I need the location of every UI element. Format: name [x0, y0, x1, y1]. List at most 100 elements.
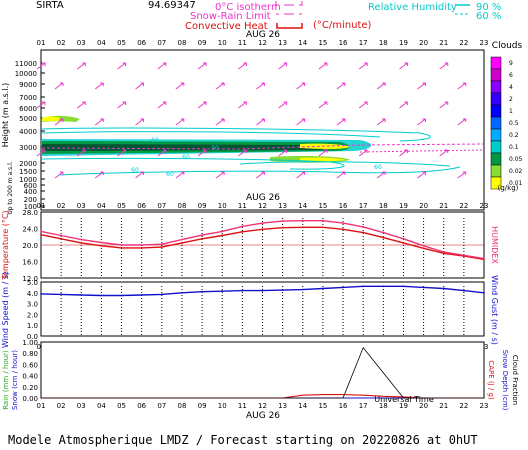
bottom-hour-label-11: 11: [238, 402, 247, 410]
temp-point: [100, 241, 103, 244]
wind-barb: [336, 82, 346, 90]
temperature-axis-label: Temperature (°C): [1, 210, 10, 280]
top-hour-label-02: 02: [57, 39, 66, 47]
wind-barb: [54, 171, 64, 179]
wind-barb: [318, 62, 328, 70]
precip-tick-0.80: 0.80: [22, 350, 38, 358]
colorbar-swatch: [490, 140, 502, 154]
wind-barb: [36, 149, 46, 157]
rh-contour-5: [239, 161, 451, 167]
wind-barb: [256, 118, 265, 126]
temp-point: [201, 237, 203, 240]
temp-point: [120, 244, 123, 246]
precip-tick-0.60: 0.60: [22, 361, 38, 369]
wind-barb: [336, 171, 346, 179]
temp-point: [342, 228, 344, 231]
wind-point: [60, 293, 63, 296]
temp-point: [80, 238, 83, 241]
temp-point: [181, 238, 183, 241]
temp-point: [140, 244, 143, 246]
temp-hour-label-22: 22: [459, 202, 468, 210]
temp-tick-20.0: 20.0: [22, 242, 38, 250]
legend-rh60: 60 %: [476, 11, 501, 22]
bottom-hour-label-20: 20: [419, 402, 428, 410]
wind-point: [100, 294, 103, 297]
top-hour-label-14: 14: [298, 39, 307, 47]
bottom-hour-label-03: 03: [77, 402, 86, 410]
wind-point: [483, 291, 485, 294]
cloud-patch-high-core: [42, 116, 60, 121]
bottom-hour-label-10: 10: [218, 402, 227, 410]
wind-barb: [54, 118, 64, 126]
wind-barb: [197, 62, 207, 70]
temp-tick-28.0: 28.0: [22, 209, 38, 217]
top-hour-label-12: 12: [258, 39, 267, 47]
wind-barb: [157, 101, 167, 109]
wind-point: [201, 290, 203, 293]
bottom-hour-label-15: 15: [318, 402, 327, 410]
cape-axis-label: CAPE (J / g): [487, 360, 495, 400]
bottom-hour-label-17: 17: [359, 402, 368, 410]
wind-barb: [157, 62, 167, 70]
colorbar-level-2: 2: [509, 96, 513, 103]
colorbar-level-0.1: 0.1: [509, 144, 519, 151]
wind-tick-1.0: 1.0: [27, 322, 38, 330]
temp-point: [382, 236, 385, 239]
rh-contour-label: 60: [151, 137, 159, 144]
wind-barb: [135, 118, 145, 126]
temp-point: [261, 222, 264, 225]
bottom-hour-label-06: 06: [137, 402, 146, 410]
wind-barb: [36, 62, 46, 70]
temp-hour-label-18: 18: [379, 202, 388, 210]
bottom-hour-label-16: 16: [339, 402, 348, 410]
height-tick-9000: 9000: [19, 81, 37, 89]
temp-point: [422, 247, 425, 250]
cloud-fraction-line: [41, 346, 484, 399]
temp-point: [402, 237, 405, 240]
height-tick-7000: 7000: [19, 94, 37, 102]
wind-barb: [54, 82, 64, 90]
wind-barb: [457, 171, 467, 179]
colorbar-unit: (g/kg): [498, 184, 519, 192]
temp-hour-label-14: 14: [298, 202, 307, 210]
top-hour-label-23: 23: [480, 39, 489, 47]
wind-barb: [135, 171, 145, 179]
bottom-hour-label-08: 08: [177, 402, 186, 410]
wind-barb: [117, 62, 127, 70]
wind-barb: [439, 101, 449, 109]
top-hour-label-15: 15: [318, 39, 327, 47]
wind-barb: [457, 118, 467, 126]
wind-barb: [94, 118, 104, 126]
temp-hour-label-11: 11: [238, 202, 247, 210]
height-tick-3000: 3000: [19, 144, 37, 152]
wind-barb: [215, 82, 225, 90]
height-tick-600: 600: [24, 182, 37, 190]
legend-isotherm-label: 0°C isotherm: [215, 2, 281, 13]
colorbar-swatch: [490, 104, 502, 118]
snowdepth-axis-label: Snow Depth (cm): [501, 350, 509, 411]
temp-point: [442, 251, 445, 253]
colorbar-swatch: [490, 152, 502, 166]
wind-barb: [439, 62, 449, 70]
wind-tick-2.0: 2.0: [27, 311, 38, 319]
wind-barb: [336, 118, 346, 126]
precip-panel-frame: [40, 341, 485, 399]
wind-barb: [175, 171, 185, 179]
wind-barb: [36, 101, 46, 109]
colorbar-level-9: 9: [509, 60, 513, 67]
height-tick-2000: 2000: [19, 160, 37, 168]
temp-hour-label-21: 21: [439, 202, 448, 210]
wind-barb: [157, 149, 167, 157]
wind-tick-3.0: 3.0: [27, 301, 38, 309]
wind-barb: [238, 62, 247, 70]
temp-hour-label-17: 17: [359, 202, 368, 210]
temp-hour-label-03: 03: [77, 202, 86, 210]
date-label-bottom: AUG 26: [246, 411, 280, 421]
legend-snow-label: Snow-Rain Limit: [190, 11, 271, 22]
colorbar-swatch: [490, 68, 502, 82]
wind-barb: [417, 171, 426, 179]
bottom-hour-label-19: 19: [399, 402, 408, 410]
wind-tick-5.0: 5.0: [27, 279, 38, 287]
temp-point: [221, 234, 224, 237]
precip-tick-0.00: 0.00: [22, 395, 38, 403]
